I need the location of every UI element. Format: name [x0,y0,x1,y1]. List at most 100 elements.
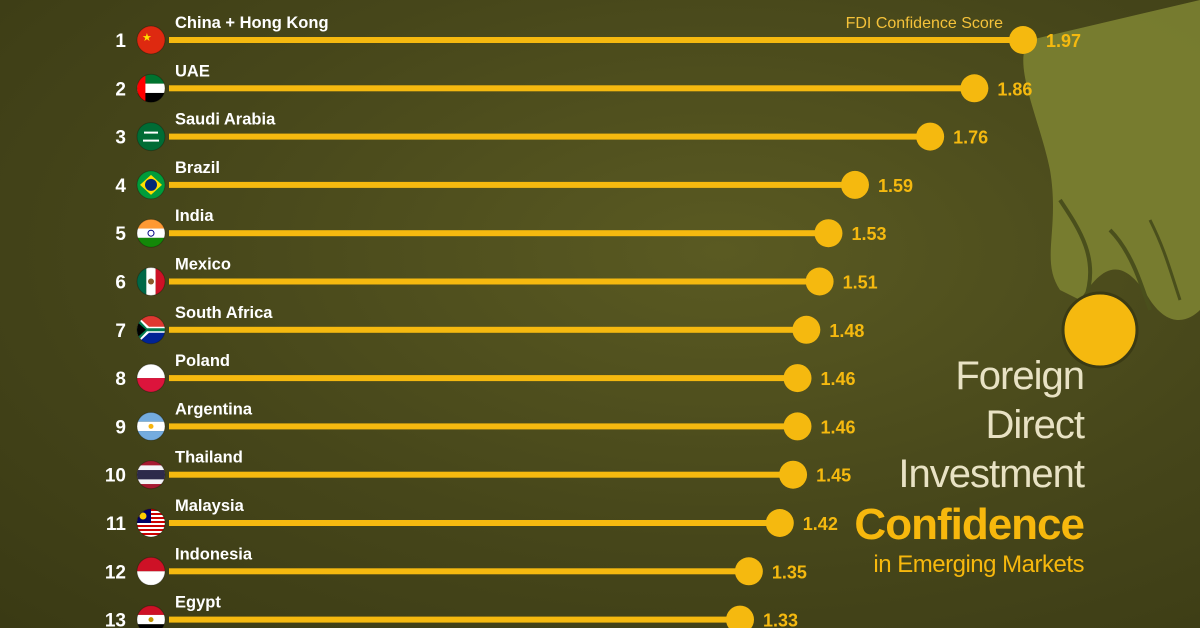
bar-dot [779,460,808,489]
rank-label: 11 [106,514,127,535]
indonesia-flag-icon [136,556,166,586]
country-label: Thailand [175,449,243,467]
country-label: South Africa [175,304,273,322]
mexico-flag-icon [136,267,166,296]
chart-row: 8 Poland 1.46 [115,352,856,393]
rank-label: 9 [115,417,126,438]
title-line-3: Investment [898,452,1085,496]
country-label: Mexico [175,256,231,274]
chart-row: 13 Egypt 1.33 [105,594,798,628]
saudi-arabia-flag-icon [136,122,166,152]
value-label: 1.48 [829,321,864,341]
bar-line [169,326,807,333]
bar-dot [783,412,812,441]
svg-text:★: ★ [142,32,152,44]
bar-line [169,181,855,188]
country-label: Poland [175,352,230,370]
title-block: Foreign Direct Investment Confidence in … [754,352,1085,579]
value-label: 1.51 [843,273,878,293]
country-label: Egypt [175,594,221,612]
uae-flag-icon [136,73,166,103]
chart-row: 4 Brazil 1.59 [115,159,913,200]
egypt-flag-icon [136,605,166,628]
value-label: 1.76 [953,128,988,148]
bar-line [169,423,798,430]
legend-label: FDI Confidence Score [846,15,1004,32]
country-label: UAE [175,62,210,80]
bar-line [169,133,931,140]
thailand-flag-icon [136,460,166,490]
rank-label: 5 [115,224,126,245]
chart-row: 11 Malaysia 1.42 [106,497,838,538]
bar-dot [734,557,763,586]
bar-dot [840,170,869,199]
bar-line [169,568,749,575]
rank-label: 7 [115,321,126,342]
title-line-2: Direct [985,403,1085,447]
south-africa-flag-icon [136,315,166,345]
bar-line [169,85,975,92]
country-label: China + Hong Kong [175,14,329,32]
bar-dot [805,267,834,296]
bar-line [169,37,1023,43]
bar-dot [783,364,812,393]
bar-dot [726,605,754,628]
bar-line [169,520,780,526]
rank-label: 2 [115,79,126,100]
bar-dot [814,219,843,248]
chart-row: 10 Thailand 1.45 [105,449,851,490]
bar-line [169,471,794,478]
rank-label: 4 [115,176,126,197]
value-label: 1.35 [772,562,807,582]
brazil-flag-icon [136,170,166,200]
value-label: 1.53 [851,224,886,244]
hand-with-coin-illustration [1023,0,1200,369]
value-label: 1.46 [820,417,855,437]
china-flag-icon: ★ [136,25,166,55]
chart-row: 2 UAE 1.86 [115,62,1032,103]
malaysia-flag-icon [136,508,166,538]
country-label: Malaysia [175,497,245,515]
bar-dot [960,74,989,103]
rank-label: 8 [115,369,126,390]
rank-label: 13 [105,611,126,628]
bar-dot [765,509,794,537]
rank-label: 12 [105,562,126,583]
argentina-flag-icon [136,411,166,441]
chart-rows: 1 ★ China + Hong Kong 1.97 2 UAE 1.86 3 Saudi Ar… [105,14,1081,628]
value-label: 1.97 [1046,31,1081,51]
value-label: 1.45 [816,466,851,486]
bar-dot [916,122,945,151]
coin-icon [1061,291,1139,369]
rank-label: 10 [105,466,126,487]
country-label: Brazil [175,159,220,177]
title-highlight: Confidence [854,500,1085,549]
country-label: India [175,207,214,225]
bar-dot [1009,26,1037,54]
title-line-1: Foreign [955,354,1085,398]
bar-line [169,616,740,623]
chart-row: 3 Saudi Arabia 1.76 [115,111,988,152]
country-label: Saudi Arabia [175,111,276,129]
bar-line [169,278,820,285]
bar-line [169,375,798,382]
country-label: Indonesia [175,545,253,563]
value-label: 1.33 [763,611,798,628]
poland-flag-icon [136,363,166,393]
chart-row: 5 India 1.53 [115,207,886,248]
rank-label: 3 [115,128,126,149]
chart-row: 6 Mexico 1.51 [115,256,878,296]
chart-row: 7 South Africa 1.48 [115,304,864,345]
value-label: 1.42 [803,514,838,534]
rank-label: 1 [115,31,126,52]
bar-dot [792,315,821,344]
chart-row: 9 Argentina 1.46 [115,400,856,441]
value-label: 1.59 [878,176,913,196]
rank-label: 6 [115,273,126,294]
country-label: Argentina [175,400,253,418]
bar-line [169,230,829,237]
chart-row: 12 Indonesia 1.35 [105,545,807,586]
india-flag-icon [136,218,166,248]
value-label: 1.46 [820,369,855,389]
